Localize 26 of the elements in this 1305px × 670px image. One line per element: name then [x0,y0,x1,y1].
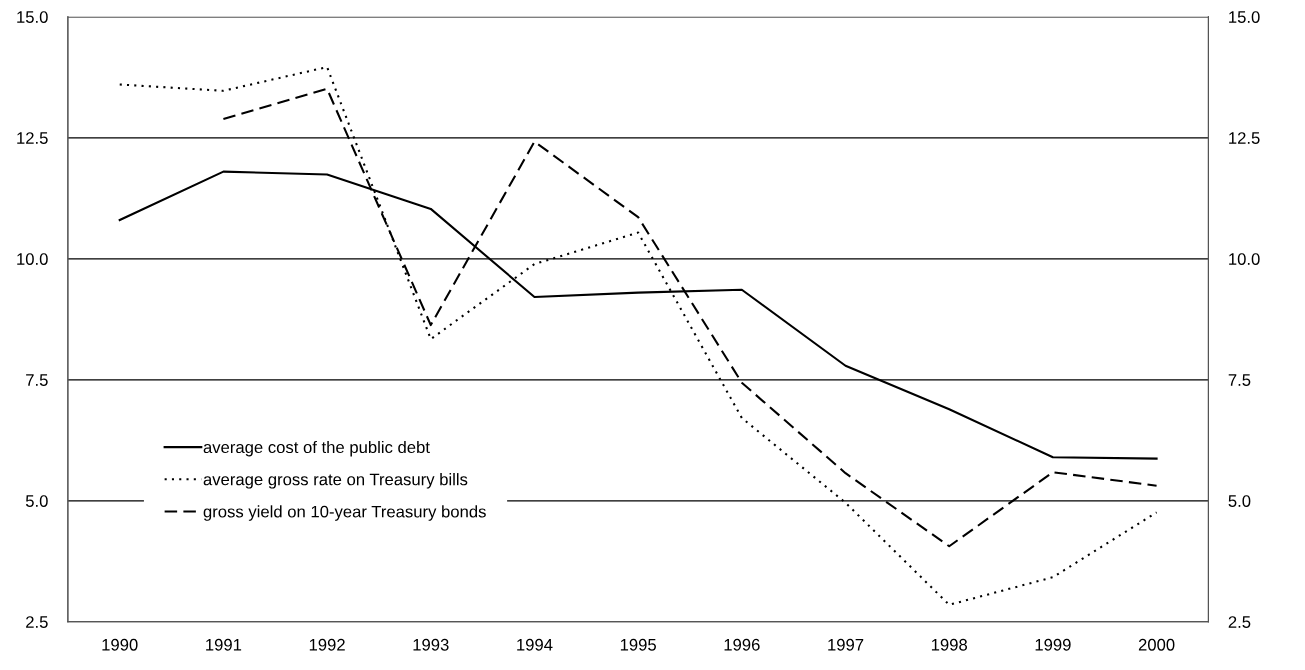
y2-tick-label: 15.0 [1229,11,1260,23]
x-tick-label: 2000 [1138,638,1175,651]
y-tick-label: 7.5 [26,374,48,386]
x-tick-label: 1995 [620,638,656,651]
y2-tick-label: 2.5 [1228,616,1251,628]
x-tick-label: 1999 [1035,638,1071,651]
x-tick-label: 1996 [724,638,760,651]
legend-label: average gross rate on Treasury bills [203,473,468,489]
y2-tick-label: 7.5 [1228,374,1251,386]
x-tick-label: 1993 [413,638,449,651]
legend-label: average cost of the public debt [203,440,430,457]
x-tick-label: 1992 [309,638,345,651]
legend-label: gross yield on 10-year Treasury bonds [203,505,486,521]
y-tick-label: 15.0 [17,11,48,23]
y2-tick-label: 10.0 [1229,253,1260,265]
x-tick-label: 1997 [828,638,864,651]
y-tick-label: 10.0 [17,253,48,265]
x-tick-label: 1994 [517,638,553,651]
y2-tick-label: 5.0 [1228,495,1251,507]
x-tick-label: 1998 [931,638,968,651]
x-tick-label: 1990 [102,638,138,651]
y-tick-label: 5.0 [25,495,48,507]
y2-tick-label: 12.5 [1229,132,1260,144]
y-tick-label: 2.5 [26,616,48,628]
y-tick-label: 12.5 [17,132,48,144]
x-tick-label: 1991 [206,638,242,651]
